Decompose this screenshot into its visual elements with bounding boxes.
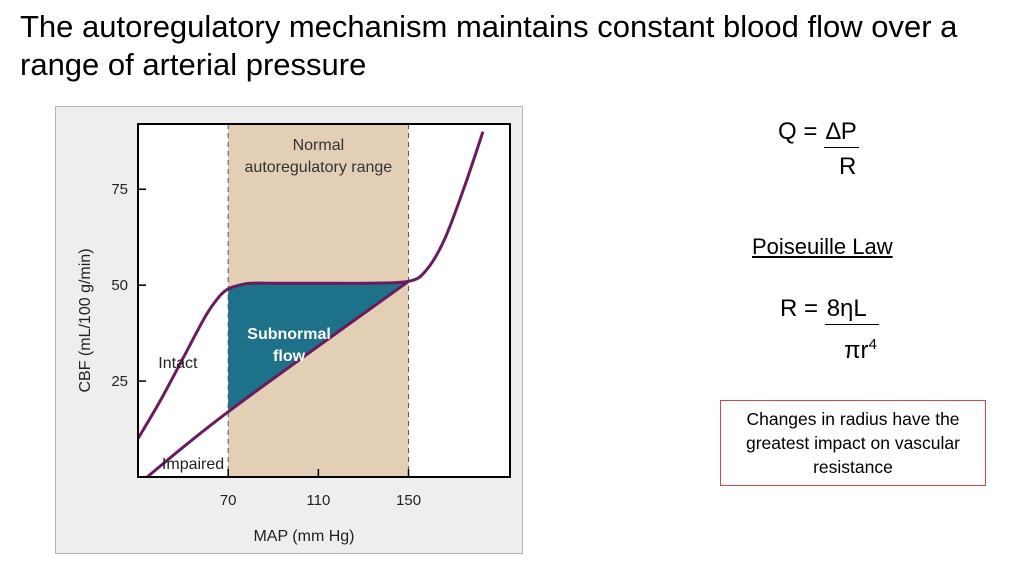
x-axis-label: MAP (mm Hg) bbox=[253, 528, 354, 545]
flow-equation-numerator: ∆P bbox=[824, 118, 859, 148]
region-label-line-1: Normal bbox=[293, 137, 345, 154]
x-tick-label-110: 110 bbox=[306, 492, 330, 509]
subnormal-label-line-2: flow bbox=[273, 348, 306, 365]
slide-title: The autoregulatory mechanism maintains c… bbox=[20, 9, 958, 82]
autoregulation-chart: 25 50 75 70 110 150 MAP (mm Hg) CBF (mL/100 g/m… bbox=[77, 123, 511, 545]
y-axis-label: CBF (mL/100 g/min) bbox=[77, 248, 94, 392]
resistance-equation-lhs: R = bbox=[780, 295, 819, 322]
resistance-equation-denominator: πr4 bbox=[844, 331, 877, 365]
y-tick-label-25: 25 bbox=[111, 373, 128, 390]
resistance-equation-numerator: 8ηL bbox=[824, 295, 879, 325]
x-tick-label-150: 150 bbox=[396, 492, 421, 509]
flow-equation-denominator: R bbox=[839, 153, 857, 180]
resistance-equation: R = 8ηL bbox=[780, 295, 879, 325]
y-tick-label-50: 50 bbox=[111, 277, 128, 294]
resistance-denominator-exponent: 4 bbox=[868, 336, 877, 353]
subnormal-label-line-1: Subnormal bbox=[247, 326, 331, 343]
radius-note-text: Changes in radius have the greatest impa… bbox=[746, 409, 960, 477]
resistance-denominator-base: πr bbox=[844, 337, 869, 364]
flow-equation: Q = ∆P bbox=[778, 118, 859, 148]
impaired-curve bbox=[144, 280, 410, 477]
flow-equation-lhs: Q = bbox=[778, 118, 818, 145]
plot-frame bbox=[137, 123, 511, 478]
y-tick-label-75: 75 bbox=[111, 181, 128, 198]
x-tick-label-70: 70 bbox=[220, 492, 237, 509]
chart-panel: 25 50 75 70 110 150 MAP (mm Hg) CBF (mL/100 g/m… bbox=[55, 106, 523, 554]
region-label-line-2: autoregulatory range bbox=[245, 159, 393, 176]
poiseuille-law-heading: Poiseuille Law bbox=[752, 234, 893, 259]
intact-curve bbox=[138, 131, 485, 440]
radius-note-box: Changes in radius have the greatest impa… bbox=[720, 400, 986, 486]
series-label-impaired: Impaired bbox=[162, 456, 224, 473]
series-label-intact: Intact bbox=[158, 355, 198, 372]
